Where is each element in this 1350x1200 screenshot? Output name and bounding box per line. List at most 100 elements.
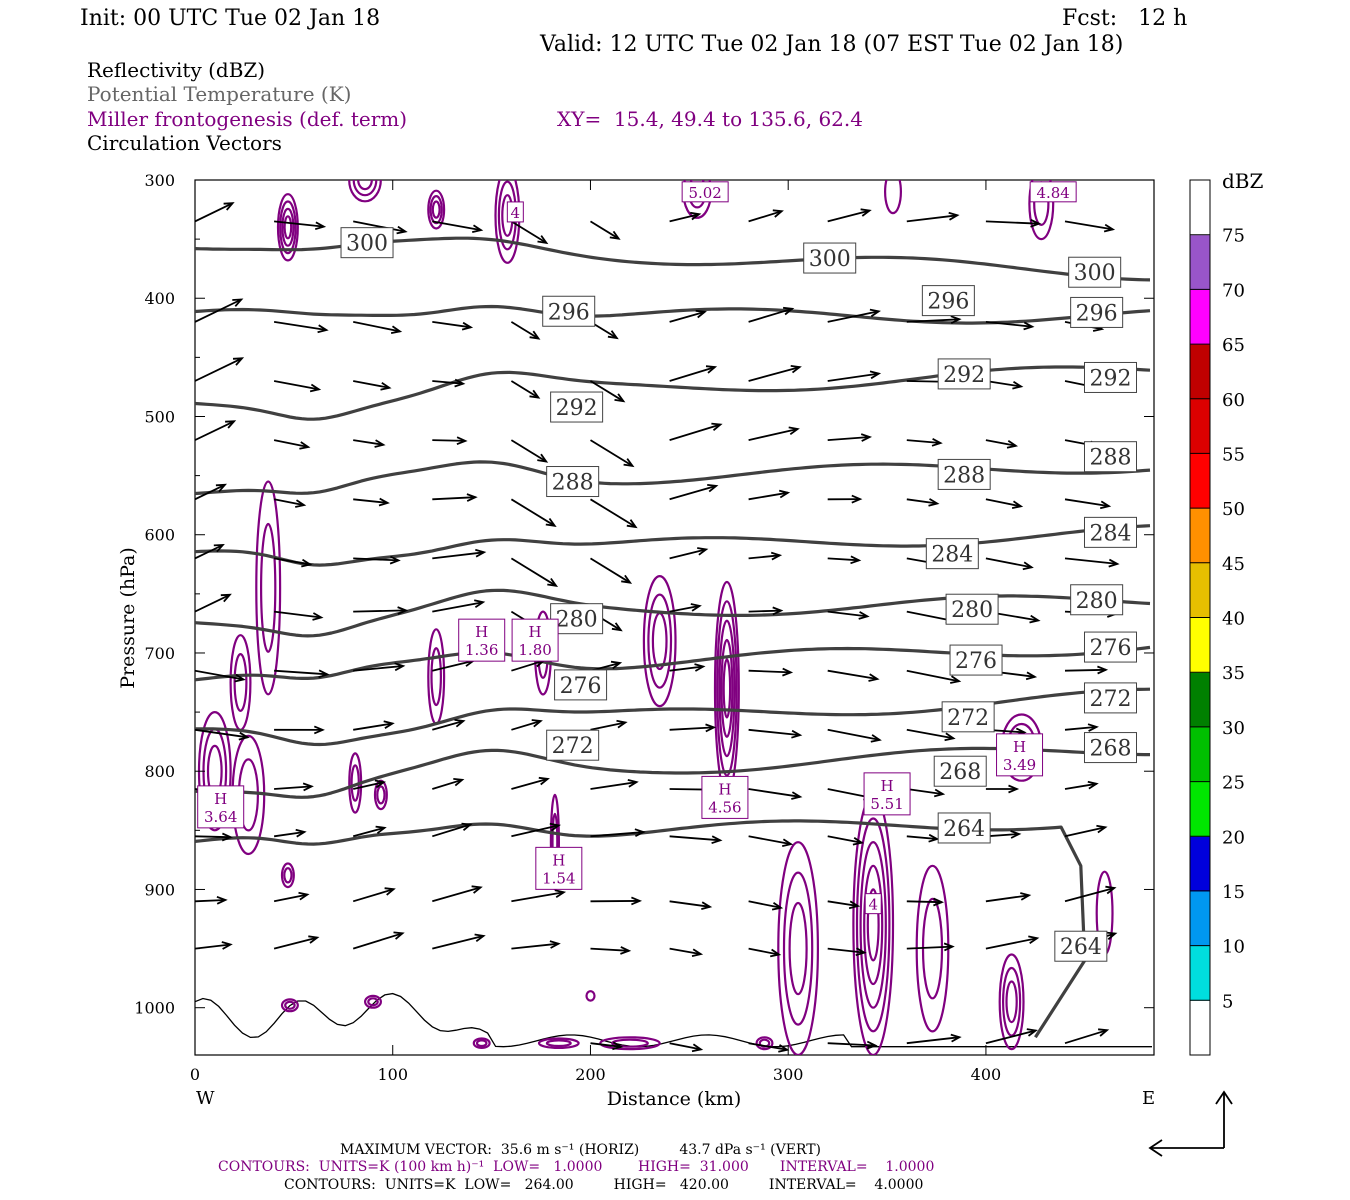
vector-arrowhead bbox=[225, 420, 237, 429]
vector-arrow bbox=[273, 831, 305, 838]
frontogenesis-contour bbox=[884, 180, 902, 215]
theta-label-box bbox=[546, 729, 600, 761]
vector-arrow bbox=[827, 310, 879, 323]
vector-arrowhead bbox=[384, 887, 396, 896]
vector-arrow bbox=[353, 557, 399, 562]
vector-arrow bbox=[353, 439, 384, 446]
vector-arrowhead bbox=[790, 365, 802, 374]
field-reflectivity-label: Reflectivity (dBZ) bbox=[87, 58, 265, 82]
vector-arrow bbox=[195, 420, 235, 441]
vector-arrow bbox=[432, 778, 463, 790]
vector-arrow bbox=[590, 947, 629, 952]
frontogenesis-contour bbox=[537, 1037, 580, 1049]
west-label: W bbox=[196, 1088, 215, 1109]
vector-arrowhead bbox=[454, 378, 466, 388]
vector-arrow bbox=[273, 893, 308, 903]
frontogenesis-contour bbox=[260, 522, 277, 653]
frontogenesis-contour bbox=[367, 997, 379, 1007]
vector-arrow bbox=[985, 439, 1016, 447]
vector-arrow bbox=[985, 937, 1038, 950]
vector-arrow bbox=[352, 932, 403, 950]
frontogenesis-contour bbox=[863, 864, 884, 986]
theta-label-box bbox=[937, 458, 991, 490]
vector-arrow bbox=[353, 321, 401, 333]
vector-arrowhead bbox=[537, 453, 549, 463]
vector-arrow bbox=[353, 609, 407, 613]
vector-arrow bbox=[195, 835, 231, 839]
vector-arrow bbox=[748, 900, 782, 909]
vector-arrow bbox=[1064, 498, 1110, 507]
vector-arrowhead bbox=[1087, 723, 1099, 732]
vector-arrowhead bbox=[1087, 780, 1099, 790]
theta-label-box bbox=[921, 285, 975, 317]
vector-arrow bbox=[195, 483, 226, 501]
vector-arrowhead bbox=[1006, 440, 1019, 449]
vector-arrowhead bbox=[852, 836, 864, 846]
max-vector-text: MAXIMUM VECTOR: 35.6 m s⁻¹ (HORIZ) 43.7 … bbox=[340, 1142, 821, 1158]
vector-arrowhead bbox=[374, 779, 386, 789]
colorbar-swatch bbox=[1190, 453, 1210, 509]
vector-arrowhead bbox=[312, 612, 324, 621]
vector-arrow bbox=[273, 380, 320, 391]
vector-arrowhead bbox=[783, 306, 795, 316]
theta-label-box bbox=[933, 755, 987, 787]
vector-arrow bbox=[1064, 668, 1106, 672]
frontogenesis-contour bbox=[855, 817, 891, 1033]
vector-arrowhead bbox=[705, 723, 717, 733]
vector-arrow bbox=[748, 210, 782, 223]
colorbar-swatch bbox=[1190, 562, 1210, 618]
vector-arrowhead bbox=[472, 224, 484, 233]
vector-arrowhead bbox=[782, 667, 794, 677]
vector-arrowhead bbox=[711, 422, 723, 431]
vector-arrow bbox=[669, 366, 716, 382]
vector-arrow bbox=[827, 436, 870, 441]
frontogenesis-contour bbox=[755, 1036, 774, 1051]
vector-arrow bbox=[353, 220, 406, 233]
maximum-box bbox=[511, 618, 559, 662]
maximum-box bbox=[701, 775, 749, 819]
maximum-value: 1.80 bbox=[518, 641, 551, 659]
vector-arrowhead bbox=[396, 225, 408, 235]
vector-arrowhead bbox=[690, 603, 702, 612]
frontogenesis-contour bbox=[233, 652, 248, 712]
vector-arrowhead bbox=[308, 935, 320, 944]
vector-arrow bbox=[432, 720, 464, 731]
vector-arrow bbox=[669, 835, 721, 842]
x-tick-label: 100 bbox=[377, 1065, 408, 1084]
vector-arrowhead bbox=[1011, 500, 1024, 509]
vector-arrow bbox=[432, 551, 485, 560]
vector-arrowhead bbox=[223, 202, 235, 211]
frontogenesis-contour bbox=[279, 200, 297, 255]
vector-arrow bbox=[273, 498, 305, 506]
vector-arrow bbox=[827, 1042, 876, 1047]
frontogenesis-contour bbox=[281, 207, 295, 247]
frontogenesis-contour bbox=[998, 953, 1025, 1051]
vector-arrow bbox=[748, 491, 789, 501]
vector-arrowhead bbox=[788, 426, 800, 436]
frontogenesis-contour bbox=[718, 619, 736, 758]
maximum-box bbox=[996, 733, 1044, 777]
contours-fronto-text: CONTOURS: UNITS=K (100 km h)⁻¹ LOW= 1.00… bbox=[218, 1159, 934, 1175]
colorbar-swatch bbox=[1190, 1000, 1210, 1056]
theta-label: 272 bbox=[1089, 687, 1131, 712]
theta-label: 268 bbox=[1089, 737, 1131, 762]
vector-arrowhead bbox=[545, 517, 557, 527]
vector-arrowhead bbox=[1096, 824, 1108, 834]
theta-label: 264 bbox=[943, 817, 985, 842]
colorbar-label: 35 bbox=[1222, 663, 1245, 684]
y-axis-label: Pressure (hPa) bbox=[117, 547, 139, 689]
vector-arrow bbox=[906, 1036, 960, 1045]
theta-label: 284 bbox=[1089, 521, 1131, 546]
vector-arrow bbox=[985, 380, 1022, 388]
theta-contour-264 bbox=[195, 819, 1087, 1039]
vector-arrow bbox=[906, 214, 958, 223]
vector-arrowhead bbox=[309, 383, 322, 393]
colorbar-label: 25 bbox=[1222, 773, 1245, 794]
frontogenesis-contour bbox=[280, 998, 299, 1013]
theta-label: 264 bbox=[1060, 935, 1102, 960]
vector-arrowhead bbox=[295, 499, 307, 508]
vector-arrowhead bbox=[791, 791, 803, 800]
frontogenesis-contour bbox=[280, 862, 295, 889]
vector-arrowhead bbox=[474, 933, 486, 943]
maximum-value: 4.56 bbox=[708, 798, 741, 816]
